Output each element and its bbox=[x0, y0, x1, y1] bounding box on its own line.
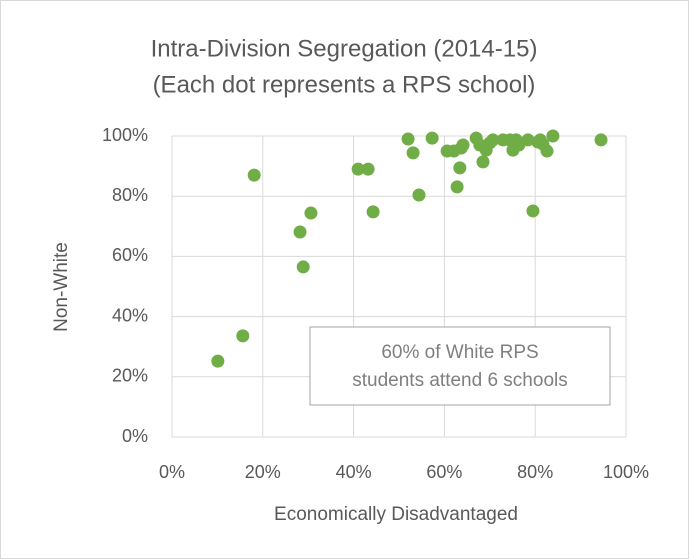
chart-title: Intra-Division Segregation (2014-15) bbox=[151, 35, 538, 62]
point bbox=[476, 155, 490, 169]
annotation: 60% of White RPS bbox=[381, 342, 538, 363]
point bbox=[293, 225, 307, 239]
x-tick-label: 100% bbox=[603, 462, 649, 482]
point bbox=[425, 131, 439, 145]
annotation: students attend 6 schools bbox=[352, 370, 567, 391]
point bbox=[456, 138, 470, 152]
point bbox=[526, 204, 540, 218]
point bbox=[406, 146, 420, 160]
point bbox=[361, 162, 375, 176]
point bbox=[296, 260, 310, 274]
y-tick-label: 60% bbox=[112, 245, 148, 265]
point bbox=[594, 133, 608, 147]
point bbox=[486, 133, 500, 147]
x-tick-label: 80% bbox=[517, 462, 553, 482]
y-tick-label: 0% bbox=[122, 426, 148, 446]
point bbox=[211, 354, 225, 368]
point bbox=[351, 162, 365, 176]
x-tick-label: 40% bbox=[336, 462, 372, 482]
point bbox=[546, 129, 560, 143]
chart-title: (Each dot represents a RPS school) bbox=[153, 71, 536, 98]
point bbox=[401, 132, 415, 146]
point bbox=[247, 168, 261, 182]
x-tick-label: 0% bbox=[159, 462, 185, 482]
point bbox=[412, 188, 426, 202]
point bbox=[236, 329, 250, 343]
point bbox=[521, 133, 535, 147]
point bbox=[450, 180, 464, 194]
y-tick-label: 40% bbox=[112, 305, 148, 325]
x-tick-label: 60% bbox=[426, 462, 462, 482]
point bbox=[453, 161, 467, 175]
point bbox=[540, 144, 554, 158]
x-tick-label: 20% bbox=[245, 462, 281, 482]
point bbox=[304, 206, 318, 220]
y-tick-label: 100% bbox=[102, 125, 148, 145]
x-axis-label: Economically Disadvantaged bbox=[274, 504, 518, 525]
plot-area: 0% 20% 40% 60% 80% 100% 0% 20% 40% 60% 80% 100% bbox=[102, 125, 649, 482]
y-tick-label: 80% bbox=[112, 185, 148, 205]
y-tick-label: 20% bbox=[112, 366, 148, 386]
annotation-box bbox=[309, 326, 611, 406]
point bbox=[366, 205, 380, 219]
y-axis-label: Non-White bbox=[51, 242, 72, 332]
